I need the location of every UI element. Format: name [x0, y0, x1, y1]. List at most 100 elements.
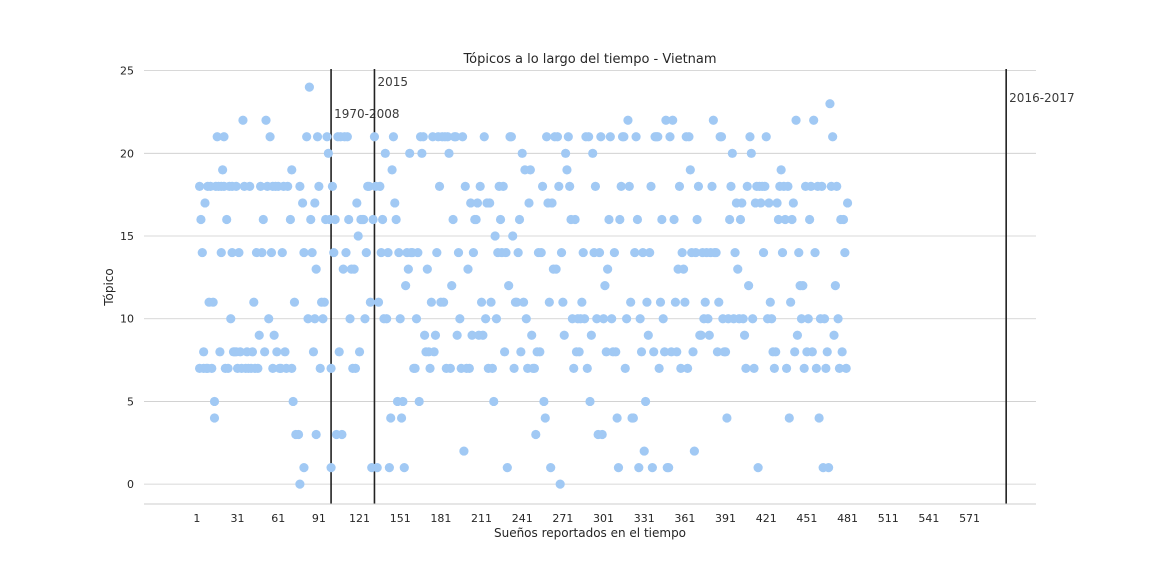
data-point [209, 413, 220, 423]
data-point [586, 330, 596, 340]
data-point [821, 363, 831, 373]
data-point [554, 181, 564, 192]
data-point [235, 347, 245, 357]
data-point [683, 363, 693, 373]
data-point [592, 314, 602, 324]
data-point [457, 132, 468, 142]
data-point [411, 314, 422, 324]
data-point [661, 115, 671, 125]
data-point [563, 132, 573, 142]
data-point [330, 214, 340, 225]
data-point [733, 264, 743, 274]
data-point [647, 463, 657, 473]
data-point [280, 347, 290, 357]
data-point [626, 297, 636, 307]
data-point [741, 363, 751, 373]
data-point [310, 314, 320, 324]
data-point [289, 297, 300, 307]
data-point [253, 363, 263, 373]
period-label: 1970-2008 [334, 107, 399, 121]
data-point [425, 363, 435, 373]
data-point [579, 314, 590, 324]
data-point [194, 181, 205, 192]
data-point [329, 247, 339, 258]
data-point [283, 181, 293, 192]
x-tick-label: 31 [231, 512, 245, 525]
data-point [814, 413, 824, 423]
data-point [749, 363, 759, 373]
x-tick-label: 181 [430, 512, 451, 525]
data-point [352, 198, 362, 208]
data-point [822, 347, 832, 357]
data-point [307, 247, 317, 258]
x-tick-label: 331 [634, 512, 655, 525]
data-point [304, 82, 314, 92]
data-point [784, 413, 794, 423]
data-point [669, 214, 679, 225]
data-point [197, 247, 207, 258]
data-point [345, 314, 355, 324]
data-point [547, 198, 557, 208]
data-point [840, 247, 850, 258]
data-point [516, 347, 526, 357]
data-point [693, 181, 704, 192]
data-point [739, 330, 750, 340]
data-point [459, 446, 469, 456]
data-point [828, 132, 838, 142]
data-point [277, 247, 287, 258]
data-point [460, 181, 470, 192]
data-point [209, 396, 220, 407]
data-point [254, 330, 264, 340]
data-point [410, 363, 420, 373]
x-tick-label: 151 [390, 512, 411, 525]
data-point [471, 214, 481, 225]
data-point [536, 247, 546, 258]
data-point [377, 214, 388, 225]
data-point [658, 314, 668, 324]
data-point [372, 463, 382, 473]
data-point [344, 214, 354, 225]
data-point [269, 330, 279, 340]
data-point [769, 363, 779, 373]
data-point [222, 214, 232, 225]
data-point [384, 463, 394, 473]
data-point [833, 314, 843, 324]
data-point [788, 198, 798, 208]
data-point [420, 330, 430, 340]
x-tick-label: 241 [512, 512, 533, 525]
data-point [215, 347, 225, 357]
data-point [326, 363, 336, 373]
data-point [584, 132, 594, 142]
data-point [231, 181, 241, 192]
data-point [486, 297, 496, 307]
data-point [414, 396, 424, 407]
data-point [466, 198, 476, 208]
data-point [323, 148, 333, 158]
data-point [257, 247, 267, 258]
data-point [287, 165, 297, 175]
data-point [574, 347, 584, 357]
data-point [525, 165, 535, 175]
data-point [265, 132, 275, 142]
data-point [312, 132, 323, 142]
data-point [708, 115, 718, 125]
data-point [810, 247, 820, 258]
data-point [806, 181, 816, 192]
x-tick-label: 211 [471, 512, 492, 525]
data-point [451, 132, 461, 142]
data-point [264, 314, 274, 324]
y-tick-label: 10 [120, 313, 134, 326]
data-point [463, 264, 473, 274]
data-point [422, 264, 432, 274]
data-point [361, 247, 371, 258]
data-point [299, 463, 309, 473]
data-point [689, 446, 699, 456]
data-point [832, 181, 842, 192]
data-point [537, 181, 548, 192]
data-point [295, 479, 305, 489]
data-point [823, 463, 834, 473]
data-point [628, 413, 638, 423]
data-point [490, 231, 500, 241]
data-point [678, 264, 689, 274]
